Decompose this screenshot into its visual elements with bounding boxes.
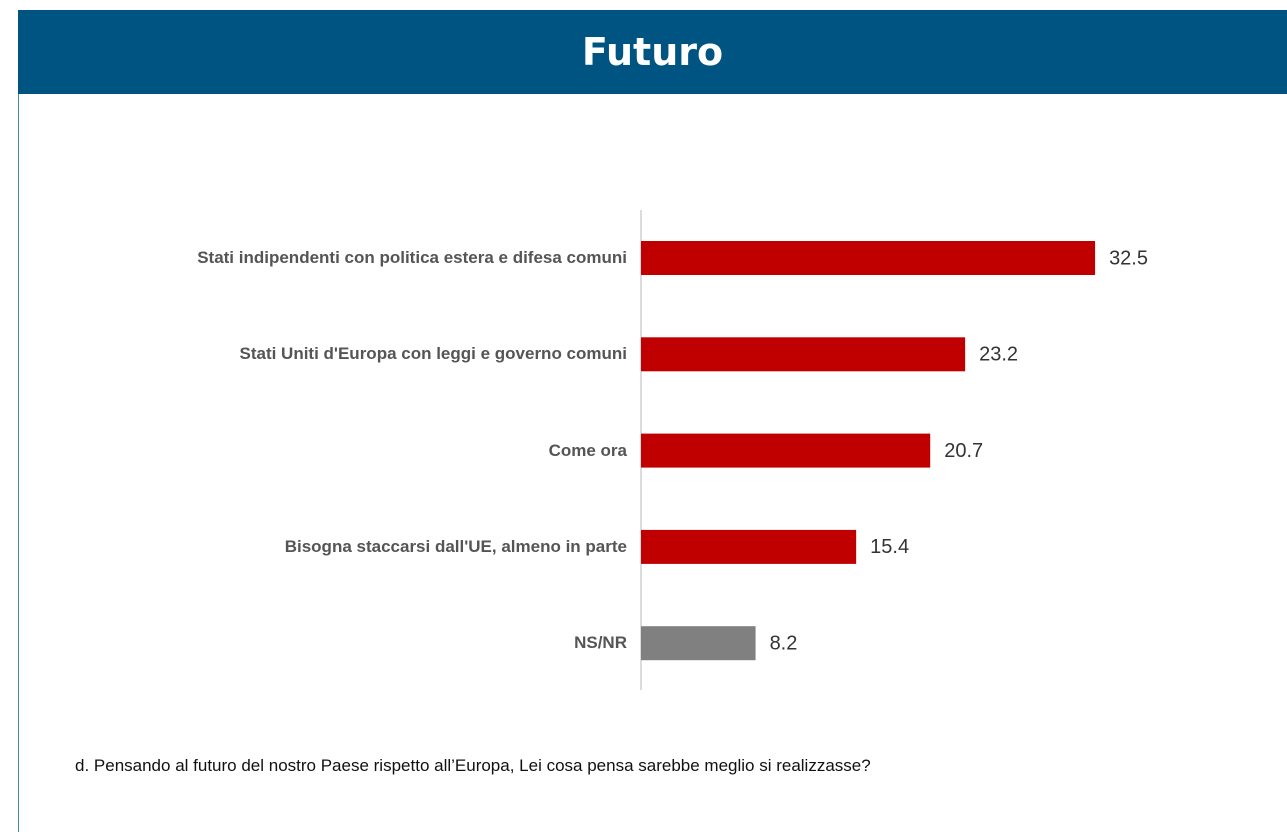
bar [641,337,966,372]
value-label: 15.4 [870,536,909,558]
bar [641,241,1096,275]
footnote: d. Pensando al futuro del nostro Paese r… [75,756,871,775]
value-label: 32.5 [1109,247,1148,269]
value-label: 23.2 [979,344,1018,366]
bar [641,626,756,661]
value-label: 20.7 [944,440,983,462]
frame [18,10,1287,832]
category-label: Come ora [548,440,627,460]
category-label: NS/NR [574,633,627,653]
header-title: Futuro [18,10,1287,94]
bar [641,433,931,468]
category-label: Bisogna staccarsi dall'UE, almeno in par… [284,536,627,556]
category-label: Stati indipendenti con politica estera e… [197,248,627,267]
bar [641,529,857,564]
category-label: Stati Uniti d'Europa con leggi e governo… [239,344,627,364]
value-label: 8.2 [770,632,798,654]
